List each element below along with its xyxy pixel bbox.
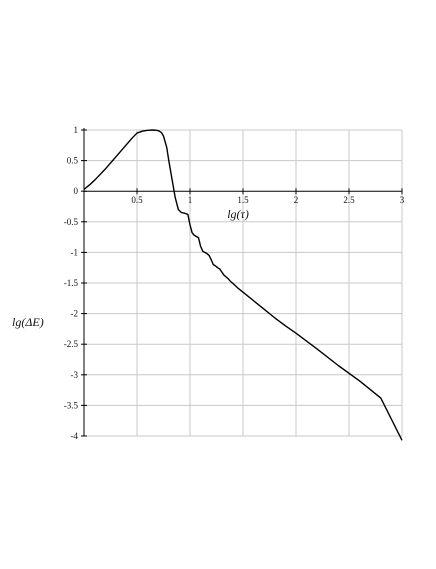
series-line — [83, 129, 403, 441]
axis-layer: 0.5 1 1.5 2 2.5 3 1 0.5 0 -0.5 -1 -1.5 -2 -2.5 -3 -3.5 -… — [64, 125, 405, 441]
x-tick-label: 2 — [294, 195, 299, 205]
x-tick-label: 2.5 — [343, 195, 355, 205]
x-axis-label: lg(τ) — [227, 207, 249, 221]
y-tick-label: -2.5 — [64, 339, 79, 349]
y-tick-label: -3.5 — [64, 400, 79, 410]
x-tick-label: 0.5 — [131, 195, 143, 205]
label-layer: lg(τ) lg(ΔE) — [12, 207, 249, 329]
y-axis-label: lg(ΔE) — [12, 315, 44, 329]
x-tick-label: 1 — [188, 195, 193, 205]
y-tick-label: -2 — [71, 309, 79, 319]
x-tick-label: 1.5 — [237, 195, 249, 205]
y-tick-label: 1 — [74, 125, 79, 135]
grid-layer — [84, 129, 403, 437]
x-tick-label: 3 — [400, 195, 405, 205]
y-tick-label: 0 — [74, 186, 79, 196]
y-tick-label: -4 — [71, 431, 79, 441]
y-tick-label: -1.5 — [64, 278, 79, 288]
series-layer — [83, 129, 403, 441]
y-tick-label: 0.5 — [67, 156, 79, 166]
y-tick-label: -0.5 — [64, 217, 79, 227]
y-tick-label: -3 — [71, 370, 79, 380]
y-tick-label: -1 — [71, 247, 79, 257]
